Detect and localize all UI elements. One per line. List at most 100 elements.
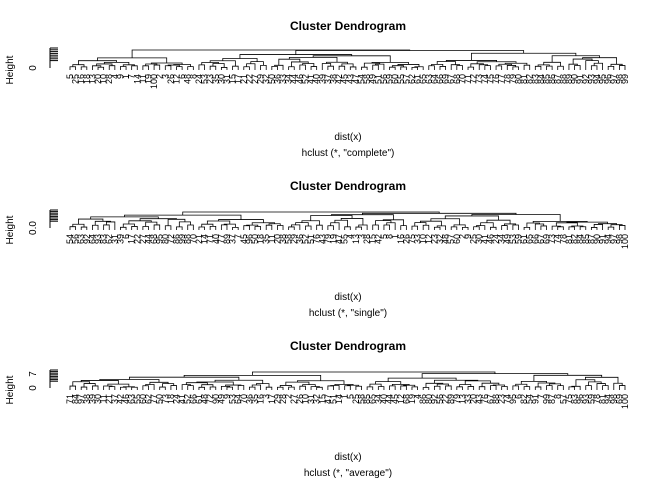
leaf-label: 43 [345, 74, 355, 84]
dendrogram-branch [120, 66, 127, 70]
leaf-label: 53 [508, 234, 518, 244]
leaf-label: 55 [340, 234, 350, 244]
dendrogram-branch [164, 65, 172, 70]
dendrogram-branch [310, 66, 318, 70]
dendrogram-branch [375, 63, 385, 70]
dendrogram-branch [607, 65, 615, 70]
dendrogram-branch [349, 66, 357, 70]
leaf-label: 97 [76, 394, 86, 404]
leaf-label: 16 [76, 74, 86, 84]
leaf-label: 58 [284, 234, 294, 244]
dendrogram-branch [164, 225, 172, 230]
leaf-label: 87 [547, 394, 557, 404]
dendrogram-branch [327, 65, 334, 70]
leaf-label: 93 [586, 74, 596, 84]
leaf-label: 97 [609, 74, 619, 84]
leaf-label: 90 [570, 74, 580, 84]
leaf-label: 49 [216, 394, 226, 404]
leaf-label: 96 [603, 74, 613, 84]
leaf-label: 94 [592, 74, 602, 84]
leaf-label: 69 [542, 234, 552, 244]
dendrogram-branch [131, 386, 138, 390]
chart-subtitle: hclust (*, "average") [304, 468, 392, 479]
y-tick-label: 7 [28, 371, 39, 377]
leaf-label: 46 [121, 394, 131, 404]
leaf-label: 17 [127, 234, 137, 244]
dendrogram-branch [462, 226, 469, 230]
dendrogram-branch [295, 50, 525, 55]
dendrogram-branch [548, 383, 561, 386]
leaf-label: 58 [362, 74, 372, 84]
dendrogram-branch [268, 223, 281, 226]
leaf-label: 37 [228, 234, 238, 244]
dendrogram-branch [248, 386, 256, 390]
dendrogram-branch [212, 63, 225, 68]
dendrogram-branch [411, 225, 418, 230]
dendrogram-branch [260, 64, 267, 70]
leaf-label: 3 [160, 74, 170, 79]
dendrogram-branch [557, 226, 564, 230]
dendrogram-branch [69, 66, 77, 70]
dendrogram-branch [436, 383, 449, 387]
leaf-label: 25 [469, 234, 479, 244]
dendrogram-branch [288, 226, 295, 230]
leaf-label: 48 [441, 234, 451, 244]
dendrogram-branch [476, 61, 517, 64]
leaf-label: 90 [592, 234, 602, 244]
leaf-label: 32 [261, 74, 271, 84]
y-tick-label: 0.0 [28, 221, 39, 235]
leaf-label: 9 [463, 234, 473, 239]
leaf-label: 20 [272, 234, 282, 244]
leaf-label: 25 [351, 394, 361, 404]
leaf-label: 64 [429, 74, 439, 84]
leaf-label: 79 [452, 394, 462, 404]
leaf-label: 30 [474, 234, 484, 244]
dendrogram-branches [69, 49, 626, 70]
leaf-label: 31 [110, 234, 120, 244]
leaf-label: 70 [188, 234, 198, 244]
dendrogram-branch [296, 380, 345, 385]
leaf-label: 78 [592, 394, 602, 404]
dendrogram-branch [444, 215, 499, 221]
dendrogram-branch [579, 226, 587, 230]
dendrogram-branch [389, 385, 396, 390]
leaf-label: 9 [115, 74, 125, 79]
leaf-label: 27 [138, 234, 148, 244]
leaf-label: 89 [222, 234, 232, 244]
dendrogram-branch [92, 65, 102, 70]
dendrogram-branch [237, 385, 245, 390]
dendrogram-branch [271, 65, 278, 70]
leaf-label: 26 [401, 234, 411, 244]
leaf-label: 46 [295, 74, 305, 84]
dendrogram-branch [153, 224, 161, 230]
dendrogram-branch [338, 65, 346, 70]
leaf-label: 11 [99, 394, 109, 403]
leaf-label: 44 [289, 74, 299, 84]
leaf-label: 82 [519, 394, 529, 404]
leaf-label: 5 [65, 74, 75, 79]
leaf-label: 63 [424, 74, 434, 84]
leaf-label: 40 [379, 394, 389, 404]
dendrogram-branch [400, 385, 407, 390]
dendrogram-branch [176, 66, 183, 70]
dendrogram-branch [355, 226, 362, 230]
leaf-label: 67 [536, 234, 546, 244]
dendrogram-branch [69, 226, 77, 230]
leaf-label: 58 [357, 394, 367, 404]
leaf-label: 28 [278, 394, 288, 404]
dendrogram-branch [400, 225, 407, 230]
leaf-label: 3 [261, 394, 271, 399]
leaf-label: 38 [82, 394, 92, 404]
leaf-label: 4 [345, 234, 355, 239]
leaf-label: 31 [306, 394, 316, 404]
leaf-label: 20 [469, 394, 479, 404]
y-axis-label: Height [5, 215, 16, 244]
leaf-label: 94 [603, 394, 613, 404]
dendrogram-branch [484, 65, 491, 70]
leaf-label: 43 [317, 234, 327, 244]
dendrogram-branch [106, 221, 116, 230]
leaf-label: 15 [368, 234, 378, 244]
y-axis-label: Height [5, 375, 16, 404]
leaf-label: 48 [183, 74, 193, 84]
dendrogram-branch [372, 64, 379, 70]
